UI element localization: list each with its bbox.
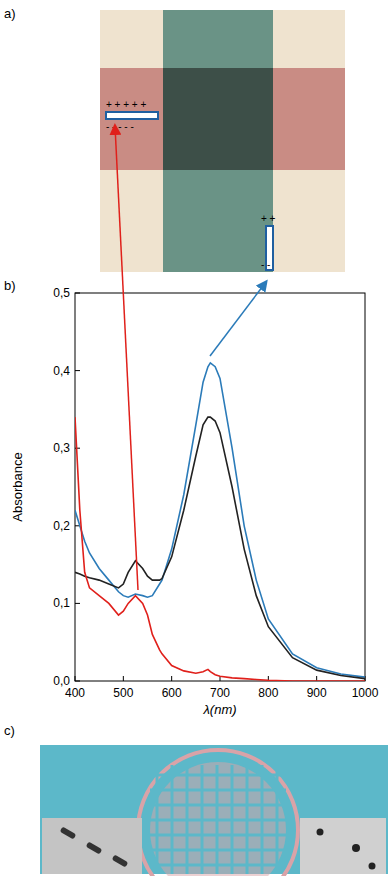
grid-disc xyxy=(150,762,286,876)
green-band xyxy=(163,10,273,272)
y-tick xyxy=(75,448,80,449)
panel-label: a) xyxy=(4,6,16,21)
x-tick xyxy=(75,676,76,681)
x-tick-label: 500 xyxy=(113,686,133,700)
grid-ring xyxy=(138,750,298,876)
y-tick-label: 0,1 xyxy=(53,596,70,610)
panel-c-image xyxy=(40,745,388,876)
grid-bar xyxy=(150,774,286,777)
grid-bar xyxy=(150,834,286,837)
grid-bar xyxy=(150,849,286,852)
arrow xyxy=(210,282,266,356)
panel-a-image xyxy=(100,10,345,272)
series-line xyxy=(75,417,365,681)
y-tick-label: 0,2 xyxy=(53,519,70,533)
y-tick-label: 0,3 xyxy=(53,441,70,455)
grid-bar xyxy=(150,804,286,807)
y-tick xyxy=(75,603,80,604)
overlap xyxy=(163,68,273,170)
plot-frame xyxy=(75,293,365,681)
charge: - - xyxy=(261,259,270,270)
y-tick-label: 0,4 xyxy=(53,364,70,378)
red-band xyxy=(100,68,345,170)
sphere xyxy=(369,863,376,870)
grid-bar xyxy=(150,864,286,867)
series-line xyxy=(75,417,365,679)
x-tick xyxy=(123,676,124,681)
sphere xyxy=(352,844,360,852)
x-tick-label: 700 xyxy=(210,686,230,700)
arrow xyxy=(115,126,138,590)
x-tick-label: 600 xyxy=(162,686,182,700)
lines xyxy=(75,363,365,681)
series-line xyxy=(75,363,365,677)
x-tick-label: 1000 xyxy=(352,686,379,700)
background xyxy=(100,10,345,272)
grid-bar xyxy=(150,789,286,792)
x-tick-label: 400 xyxy=(65,686,85,700)
charge: - - - - - xyxy=(106,121,134,132)
y-tick-label: 0,0 xyxy=(53,674,70,688)
rod xyxy=(60,826,77,839)
x-tick xyxy=(171,676,172,681)
y-tick-label: 0,5 xyxy=(53,286,70,300)
inset-rods xyxy=(42,818,142,874)
y-axis-title: Absorbance xyxy=(10,452,25,521)
inset-spheres xyxy=(300,818,386,874)
rod-left xyxy=(106,112,158,119)
x-axis-title: λ(nm) xyxy=(202,702,236,717)
grid-bar xyxy=(150,819,286,822)
panel-label: b) xyxy=(4,278,16,293)
x-tick-label: 900 xyxy=(307,686,327,700)
rod xyxy=(112,854,129,867)
rod xyxy=(86,841,103,854)
sphere xyxy=(317,829,324,836)
y-tick xyxy=(75,370,80,371)
charge: + + xyxy=(261,213,276,224)
figure: a) b) c) + + + + + - - - - - + + - - 400 500 600 7… xyxy=(0,0,390,876)
panel-label: c) xyxy=(4,723,15,738)
y-tick xyxy=(75,293,80,294)
charge: + + + + + xyxy=(106,99,146,110)
x-tick-label: 800 xyxy=(258,686,278,700)
y-tick xyxy=(75,681,80,682)
